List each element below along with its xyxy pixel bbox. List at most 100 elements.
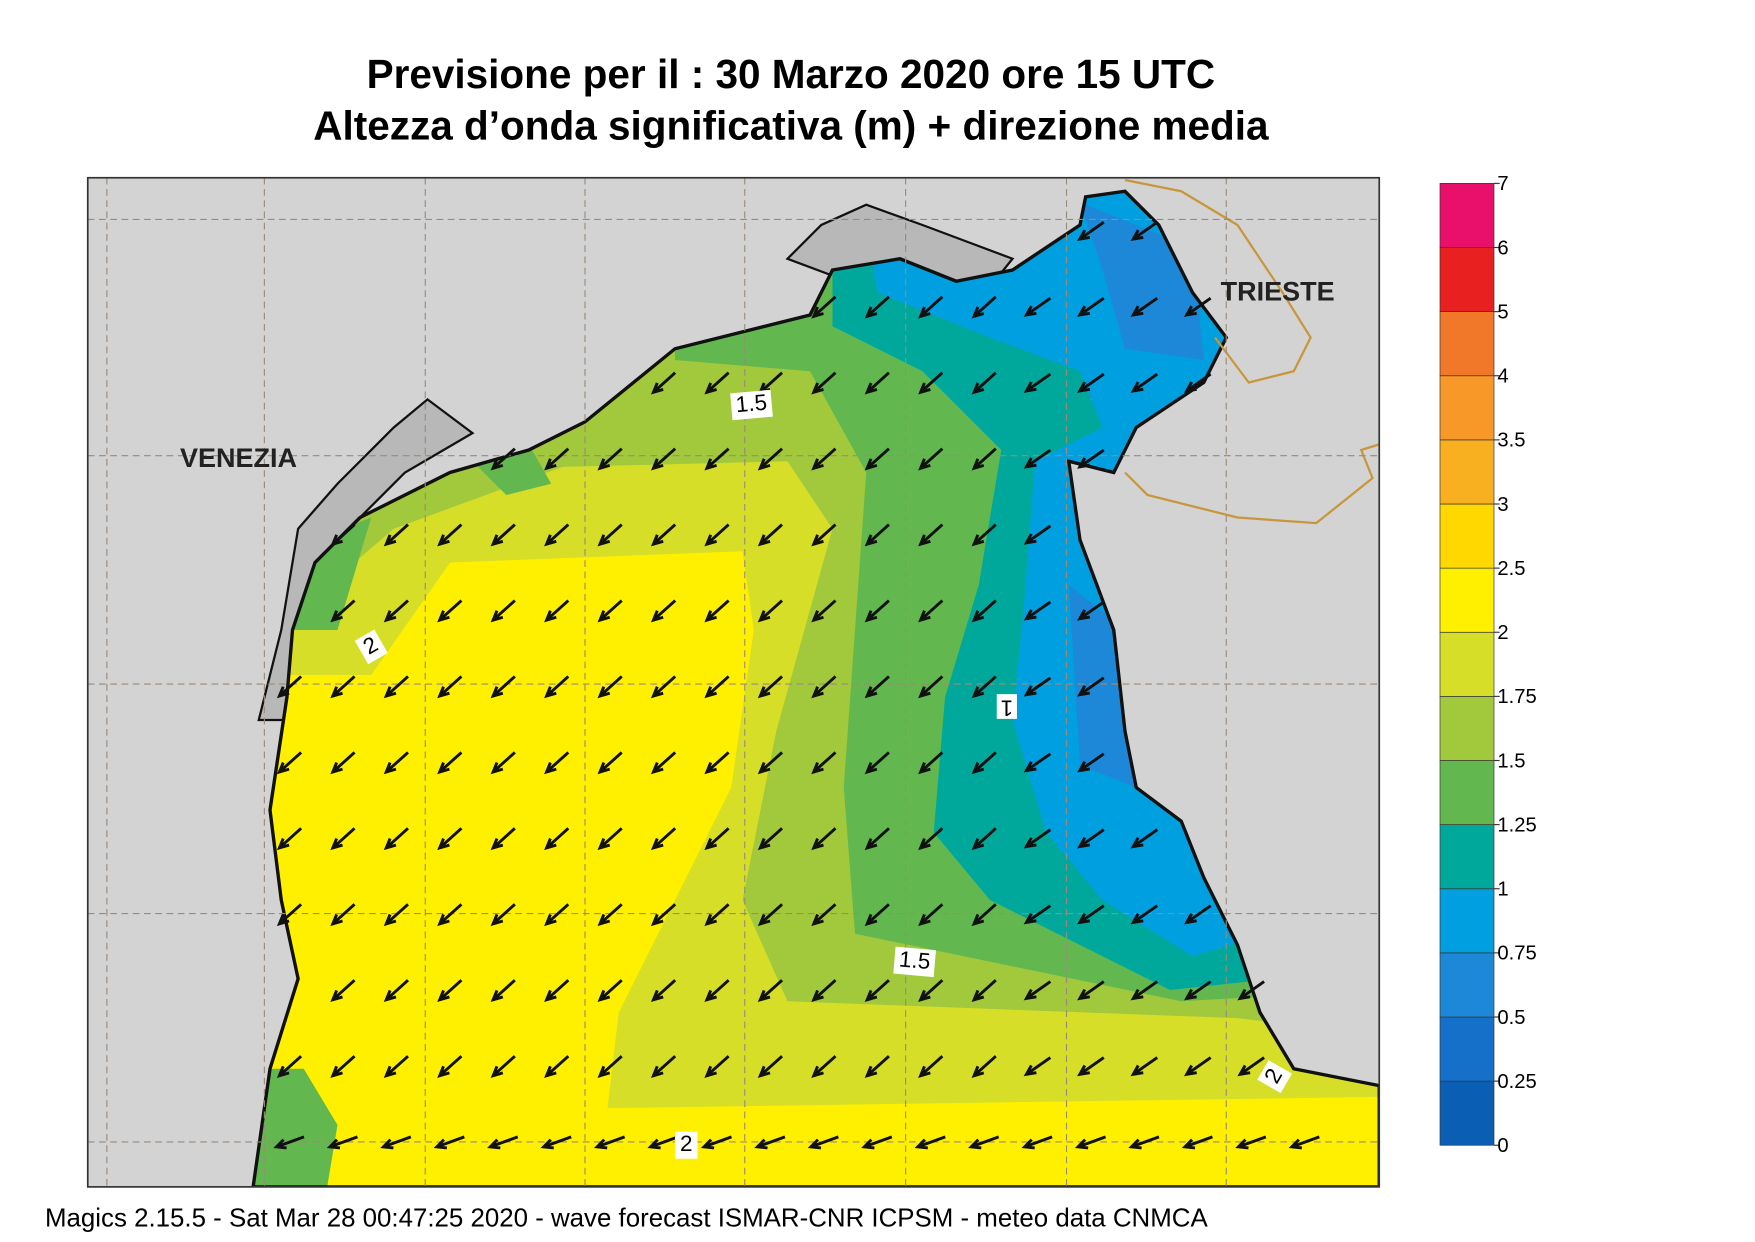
arrow bbox=[757, 599, 784, 623]
colorbar-box bbox=[1439, 696, 1495, 761]
arrow bbox=[811, 751, 837, 775]
arrow bbox=[971, 599, 997, 623]
colorbar-box bbox=[1439, 952, 1495, 1018]
arrow bbox=[597, 979, 623, 1003]
arrow bbox=[1077, 1056, 1105, 1077]
arrow bbox=[864, 371, 890, 395]
arrow bbox=[544, 979, 570, 1003]
arrow bbox=[1023, 600, 1052, 621]
arrow bbox=[1077, 828, 1105, 849]
arrow bbox=[1077, 752, 1105, 773]
arrow bbox=[330, 523, 356, 547]
arrow bbox=[383, 751, 409, 775]
band bbox=[286, 517, 372, 630]
colorbar-box bbox=[1439, 247, 1495, 312]
arrow bbox=[918, 979, 944, 1003]
arrow bbox=[490, 447, 516, 471]
colorbar-box bbox=[1439, 439, 1495, 505]
arrow bbox=[704, 599, 730, 623]
arrow bbox=[1128, 1135, 1160, 1150]
arrow bbox=[1235, 1135, 1267, 1150]
place-label: TRIESTE bbox=[1221, 276, 1335, 306]
arrow bbox=[1130, 980, 1159, 1001]
arrow bbox=[1077, 448, 1105, 469]
arrow bbox=[490, 827, 516, 851]
arrow bbox=[650, 371, 677, 395]
arrow bbox=[1130, 828, 1159, 849]
arrow bbox=[971, 903, 997, 927]
arrow bbox=[597, 523, 623, 547]
direction-arrows bbox=[273, 221, 1320, 1150]
arrow bbox=[650, 751, 677, 775]
arrow bbox=[326, 1135, 358, 1150]
arrow bbox=[971, 371, 997, 395]
title-line-1: Previsione per il : 30 Marzo 2020 ore 15… bbox=[367, 51, 1216, 97]
arrow bbox=[1023, 372, 1052, 393]
arrow bbox=[1077, 296, 1105, 317]
colorbar-label: 3 bbox=[1497, 494, 1508, 516]
place-label: VENEZIA bbox=[180, 443, 297, 473]
colorbar-label: 2.5 bbox=[1497, 558, 1525, 580]
arrow bbox=[918, 1055, 944, 1078]
arrow bbox=[1181, 1135, 1213, 1150]
arrow bbox=[918, 523, 944, 547]
arrow bbox=[437, 827, 463, 851]
arrow bbox=[757, 447, 784, 471]
arrow bbox=[1183, 1056, 1212, 1077]
arrow bbox=[597, 827, 623, 851]
arrow bbox=[1288, 1135, 1320, 1150]
arrow bbox=[490, 523, 516, 547]
arrow bbox=[650, 599, 677, 623]
arrow bbox=[650, 827, 677, 851]
contour-labels: 1.5 2 1 1.5 2 2 bbox=[354, 390, 1292, 1159]
arrow bbox=[437, 903, 463, 927]
arrow bbox=[330, 675, 356, 699]
arrow bbox=[1077, 904, 1105, 925]
arrow bbox=[1077, 221, 1105, 241]
arrow bbox=[597, 447, 623, 471]
arrow bbox=[807, 1135, 839, 1150]
colorbar-label: 5 bbox=[1497, 301, 1508, 323]
map: 1.5 2 1 1.5 2 2 VENEZIA TRIESTE bbox=[87, 177, 1380, 1187]
arrow bbox=[597, 751, 623, 775]
arrow bbox=[437, 523, 463, 547]
arrow bbox=[971, 827, 997, 851]
arrow bbox=[918, 599, 944, 623]
arrow bbox=[544, 751, 570, 775]
arrow bbox=[971, 751, 997, 775]
arrow bbox=[544, 827, 570, 851]
arrow bbox=[918, 371, 944, 395]
arrow bbox=[864, 447, 890, 471]
arrow bbox=[864, 599, 890, 623]
colorbar-box bbox=[1439, 1080, 1495, 1146]
arrow bbox=[1130, 221, 1159, 241]
band bbox=[253, 1068, 338, 1187]
arrow bbox=[918, 675, 944, 699]
arrow bbox=[864, 751, 890, 775]
arrow bbox=[1021, 1135, 1053, 1150]
colorbar-label: 1.75 bbox=[1497, 686, 1536, 708]
colorbar-label: 0.25 bbox=[1497, 1071, 1536, 1093]
arrow bbox=[971, 675, 997, 699]
arrow bbox=[864, 827, 890, 851]
arrow bbox=[1183, 372, 1212, 393]
arrow bbox=[330, 827, 356, 851]
colorbar-box bbox=[1439, 760, 1495, 825]
arrow bbox=[811, 523, 837, 547]
arrow bbox=[593, 1135, 626, 1150]
colorbar-label: 0 bbox=[1497, 1135, 1508, 1157]
arrow bbox=[1023, 752, 1052, 773]
arrow bbox=[276, 675, 303, 699]
arrow bbox=[1183, 904, 1212, 925]
arrow bbox=[864, 295, 890, 319]
arrow bbox=[971, 1055, 997, 1078]
arrow bbox=[597, 903, 623, 927]
arrow bbox=[1237, 980, 1265, 1001]
arrow bbox=[544, 1055, 570, 1078]
arrow bbox=[1077, 372, 1105, 393]
arrow bbox=[490, 599, 516, 623]
arrow bbox=[1130, 296, 1159, 317]
colorbar-label: 7 bbox=[1497, 173, 1508, 195]
colorbar-label: 3.5 bbox=[1497, 430, 1525, 452]
